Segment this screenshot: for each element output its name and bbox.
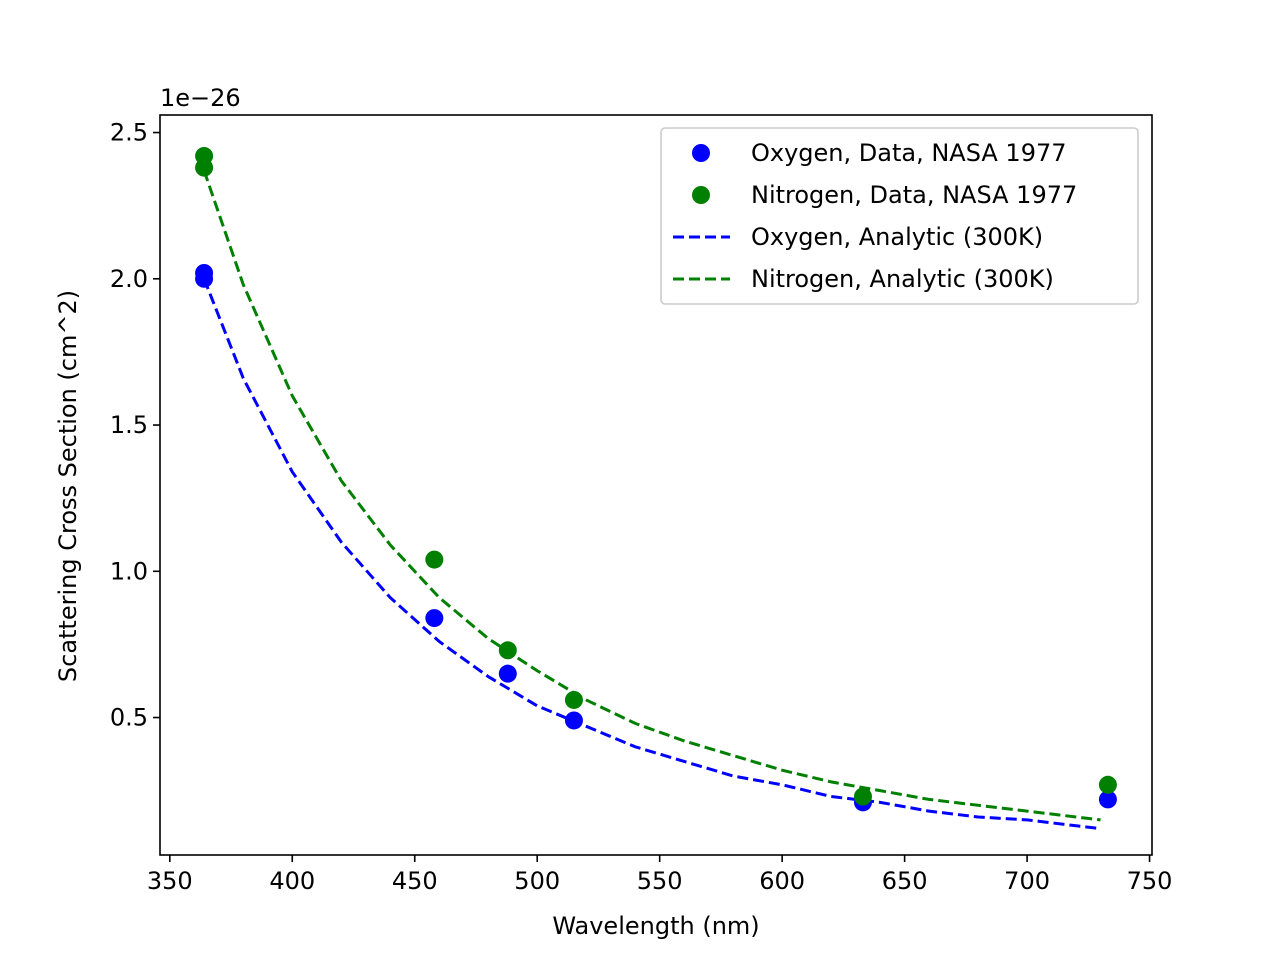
legend-marker <box>692 186 710 204</box>
x-tick-label: 400 <box>269 867 315 895</box>
legend-label: Nitrogen, Data, NASA 1977 <box>751 181 1077 209</box>
data-point <box>425 609 444 628</box>
x-tick-label: 350 <box>147 867 193 895</box>
y-tick-label: 2.5 <box>110 119 148 147</box>
series-line-2 <box>202 278 1101 831</box>
x-tick-label: 750 <box>1127 867 1173 895</box>
y-tick-label: 2.0 <box>110 265 148 293</box>
data-point <box>498 664 517 683</box>
x-tick-label: 600 <box>759 867 805 895</box>
data-point <box>1098 775 1117 794</box>
x-tick-label: 550 <box>637 867 683 895</box>
legend-marker <box>692 144 710 162</box>
series-line-3 <box>202 170 1101 822</box>
axes-frame <box>159 114 1153 856</box>
data-point <box>564 690 583 709</box>
x-tick-label: 500 <box>514 867 560 895</box>
data-point <box>498 641 517 660</box>
data-point <box>853 787 872 806</box>
legend-label: Oxygen, Data, NASA 1977 <box>751 139 1067 167</box>
data-point <box>195 269 214 288</box>
data-point <box>195 158 214 177</box>
legend: Oxygen, Data, NASA 1977 Nitrogen, Data, N… <box>660 127 1139 305</box>
x-axis-label: Wavelength (nm) <box>552 912 759 940</box>
y-tick-label: 1.0 <box>110 557 148 585</box>
legend-label: Oxygen, Analytic (300K) <box>751 223 1043 251</box>
y-axis-label: Scattering Cross Section (cm^2) <box>54 290 82 682</box>
legend-label: Nitrogen, Analytic (300K) <box>751 265 1054 293</box>
x-tick-label: 700 <box>1004 867 1050 895</box>
legend-box <box>660 127 1139 305</box>
y-tick-label: 0.5 <box>110 704 148 732</box>
axes: 350 400 450 500 550 600 650 700 750 0.5 1.0 1.5 2.0 2… <box>110 114 1173 895</box>
plot-area <box>195 146 1117 831</box>
x-tick-label: 450 <box>392 867 438 895</box>
data-point <box>425 550 444 569</box>
data-point <box>1098 790 1117 809</box>
x-tick-label: 650 <box>882 867 928 895</box>
y-tick-label: 1.5 <box>110 411 148 439</box>
data-point <box>564 711 583 730</box>
y-offset-label: 1e−26 <box>160 84 241 112</box>
